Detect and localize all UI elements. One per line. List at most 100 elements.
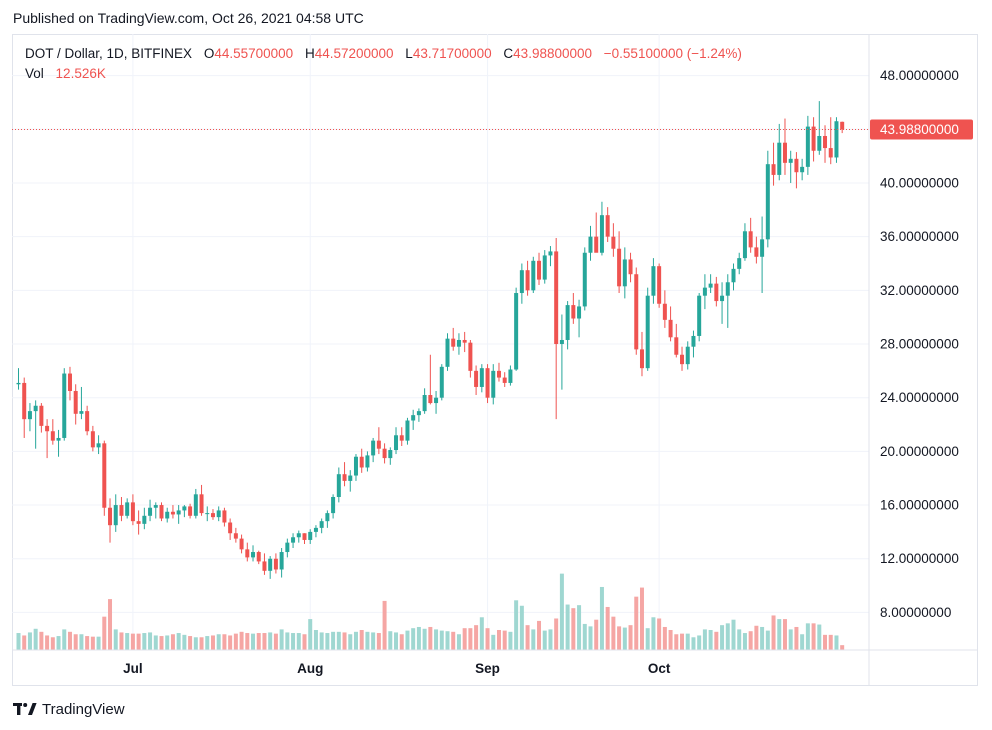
candle-body xyxy=(599,215,604,253)
candle-body xyxy=(760,239,765,257)
candle-body xyxy=(113,505,118,526)
volume-bar xyxy=(514,600,519,650)
candle-body xyxy=(634,274,639,350)
y-axis-tick-label: 48.00000000 xyxy=(880,68,959,83)
legend-high-label: H xyxy=(304,46,315,61)
volume-bar xyxy=(90,636,95,650)
volume-bar xyxy=(668,630,673,650)
candle-body xyxy=(771,164,776,175)
tradingview-logo[interactable]: TradingView xyxy=(13,699,125,719)
candle-body xyxy=(645,295,650,369)
candle-body xyxy=(348,475,353,481)
volume-bar xyxy=(67,631,72,650)
candle-body xyxy=(657,266,662,304)
candle-body xyxy=(782,142,787,163)
candle-body xyxy=(823,135,828,149)
volume-bar xyxy=(817,624,822,650)
candle-body xyxy=(50,431,55,441)
volume-bar xyxy=(639,587,644,650)
volume-bar xyxy=(434,629,439,650)
volume-bar xyxy=(771,615,776,650)
volume-layer xyxy=(16,573,845,650)
volume-bar xyxy=(823,634,828,650)
volume-bar xyxy=(525,625,530,650)
candle-body xyxy=(228,522,233,534)
volume-bar xyxy=(291,633,296,650)
y-axis-tick-label: 40.00000000 xyxy=(880,175,959,190)
candle-body xyxy=(382,448,387,459)
volume-bar xyxy=(811,623,816,650)
legend-ohlc: DOT / Dollar, 1D, BITFINEX O44.55700000 … xyxy=(25,46,742,61)
price-axis[interactable]: 48.0000000044.0000000040.0000000036.0000… xyxy=(880,68,959,620)
volume-bar xyxy=(405,630,410,650)
candle-body xyxy=(336,474,341,498)
candle-body xyxy=(445,338,450,367)
volume-bar xyxy=(422,628,427,650)
volume-bar xyxy=(296,633,301,650)
volume-bar xyxy=(674,634,679,650)
candle-body xyxy=(777,142,782,175)
volume-bar xyxy=(531,629,536,650)
volume-bar xyxy=(754,625,759,650)
volume-bar xyxy=(697,635,702,650)
candle-body xyxy=(416,411,421,416)
legend-vol-value: 12.526K xyxy=(55,66,106,81)
volume-bar xyxy=(519,605,524,650)
volume-bar xyxy=(800,634,805,650)
candle-body xyxy=(399,435,404,441)
candle-body xyxy=(79,411,84,414)
volume-bar xyxy=(336,631,341,650)
x-axis-tick-label: Sep xyxy=(475,661,500,676)
candle-body xyxy=(251,552,256,558)
volume-bar xyxy=(702,629,707,650)
candle-body xyxy=(22,382,27,420)
y-axis-tick-label: 36.00000000 xyxy=(880,229,959,244)
grid-layer xyxy=(12,34,869,650)
volume-bar xyxy=(468,628,473,650)
candle-body xyxy=(210,513,215,518)
volume-bar xyxy=(594,619,599,650)
time-axis[interactable]: Jul Aug Sep Oct xyxy=(123,661,671,676)
candle-body xyxy=(102,443,107,508)
candle-body xyxy=(582,252,587,307)
volume-bar xyxy=(496,630,501,650)
volume-bar xyxy=(554,618,559,650)
legend-low-label: L xyxy=(405,46,413,61)
volume-bar xyxy=(56,636,61,650)
volume-bar xyxy=(153,635,158,650)
volume-bar xyxy=(794,626,799,650)
last-price-layer: 43.98800000 xyxy=(12,119,973,140)
volume-bar xyxy=(176,633,181,650)
volume-bar xyxy=(571,608,576,650)
volume-bar xyxy=(50,637,55,650)
candle-body xyxy=(674,337,679,355)
volume-bar xyxy=(537,620,542,650)
candle-body xyxy=(296,533,301,538)
candle-body xyxy=(811,126,816,151)
candle-body xyxy=(239,538,244,550)
candle-body xyxy=(502,377,507,383)
candle-body xyxy=(411,415,416,421)
x-axis-tick-label: Jul xyxy=(123,661,143,676)
candle-body xyxy=(720,295,725,302)
volume-bar xyxy=(685,633,690,650)
candle-body xyxy=(233,533,238,539)
candle-body xyxy=(45,425,50,432)
candle-body xyxy=(519,270,524,294)
candle-body xyxy=(302,533,307,540)
candle-body xyxy=(353,456,358,476)
candle-body xyxy=(548,251,553,256)
volume-bar xyxy=(445,631,450,650)
candle-body xyxy=(153,505,158,508)
volume-bar xyxy=(245,633,250,650)
volume-bar xyxy=(622,627,627,650)
candle-body xyxy=(130,502,135,522)
candle-body xyxy=(691,335,696,347)
candle-body xyxy=(313,527,318,532)
legend-volume: Vol 12.526K xyxy=(25,66,106,81)
volume-bar xyxy=(657,618,662,650)
legend-close-label: C xyxy=(503,46,514,61)
candle-body xyxy=(222,510,227,523)
candlestick-chart[interactable]: 48.0000000044.0000000040.0000000036.0000… xyxy=(12,34,978,686)
candle-body xyxy=(216,510,221,518)
